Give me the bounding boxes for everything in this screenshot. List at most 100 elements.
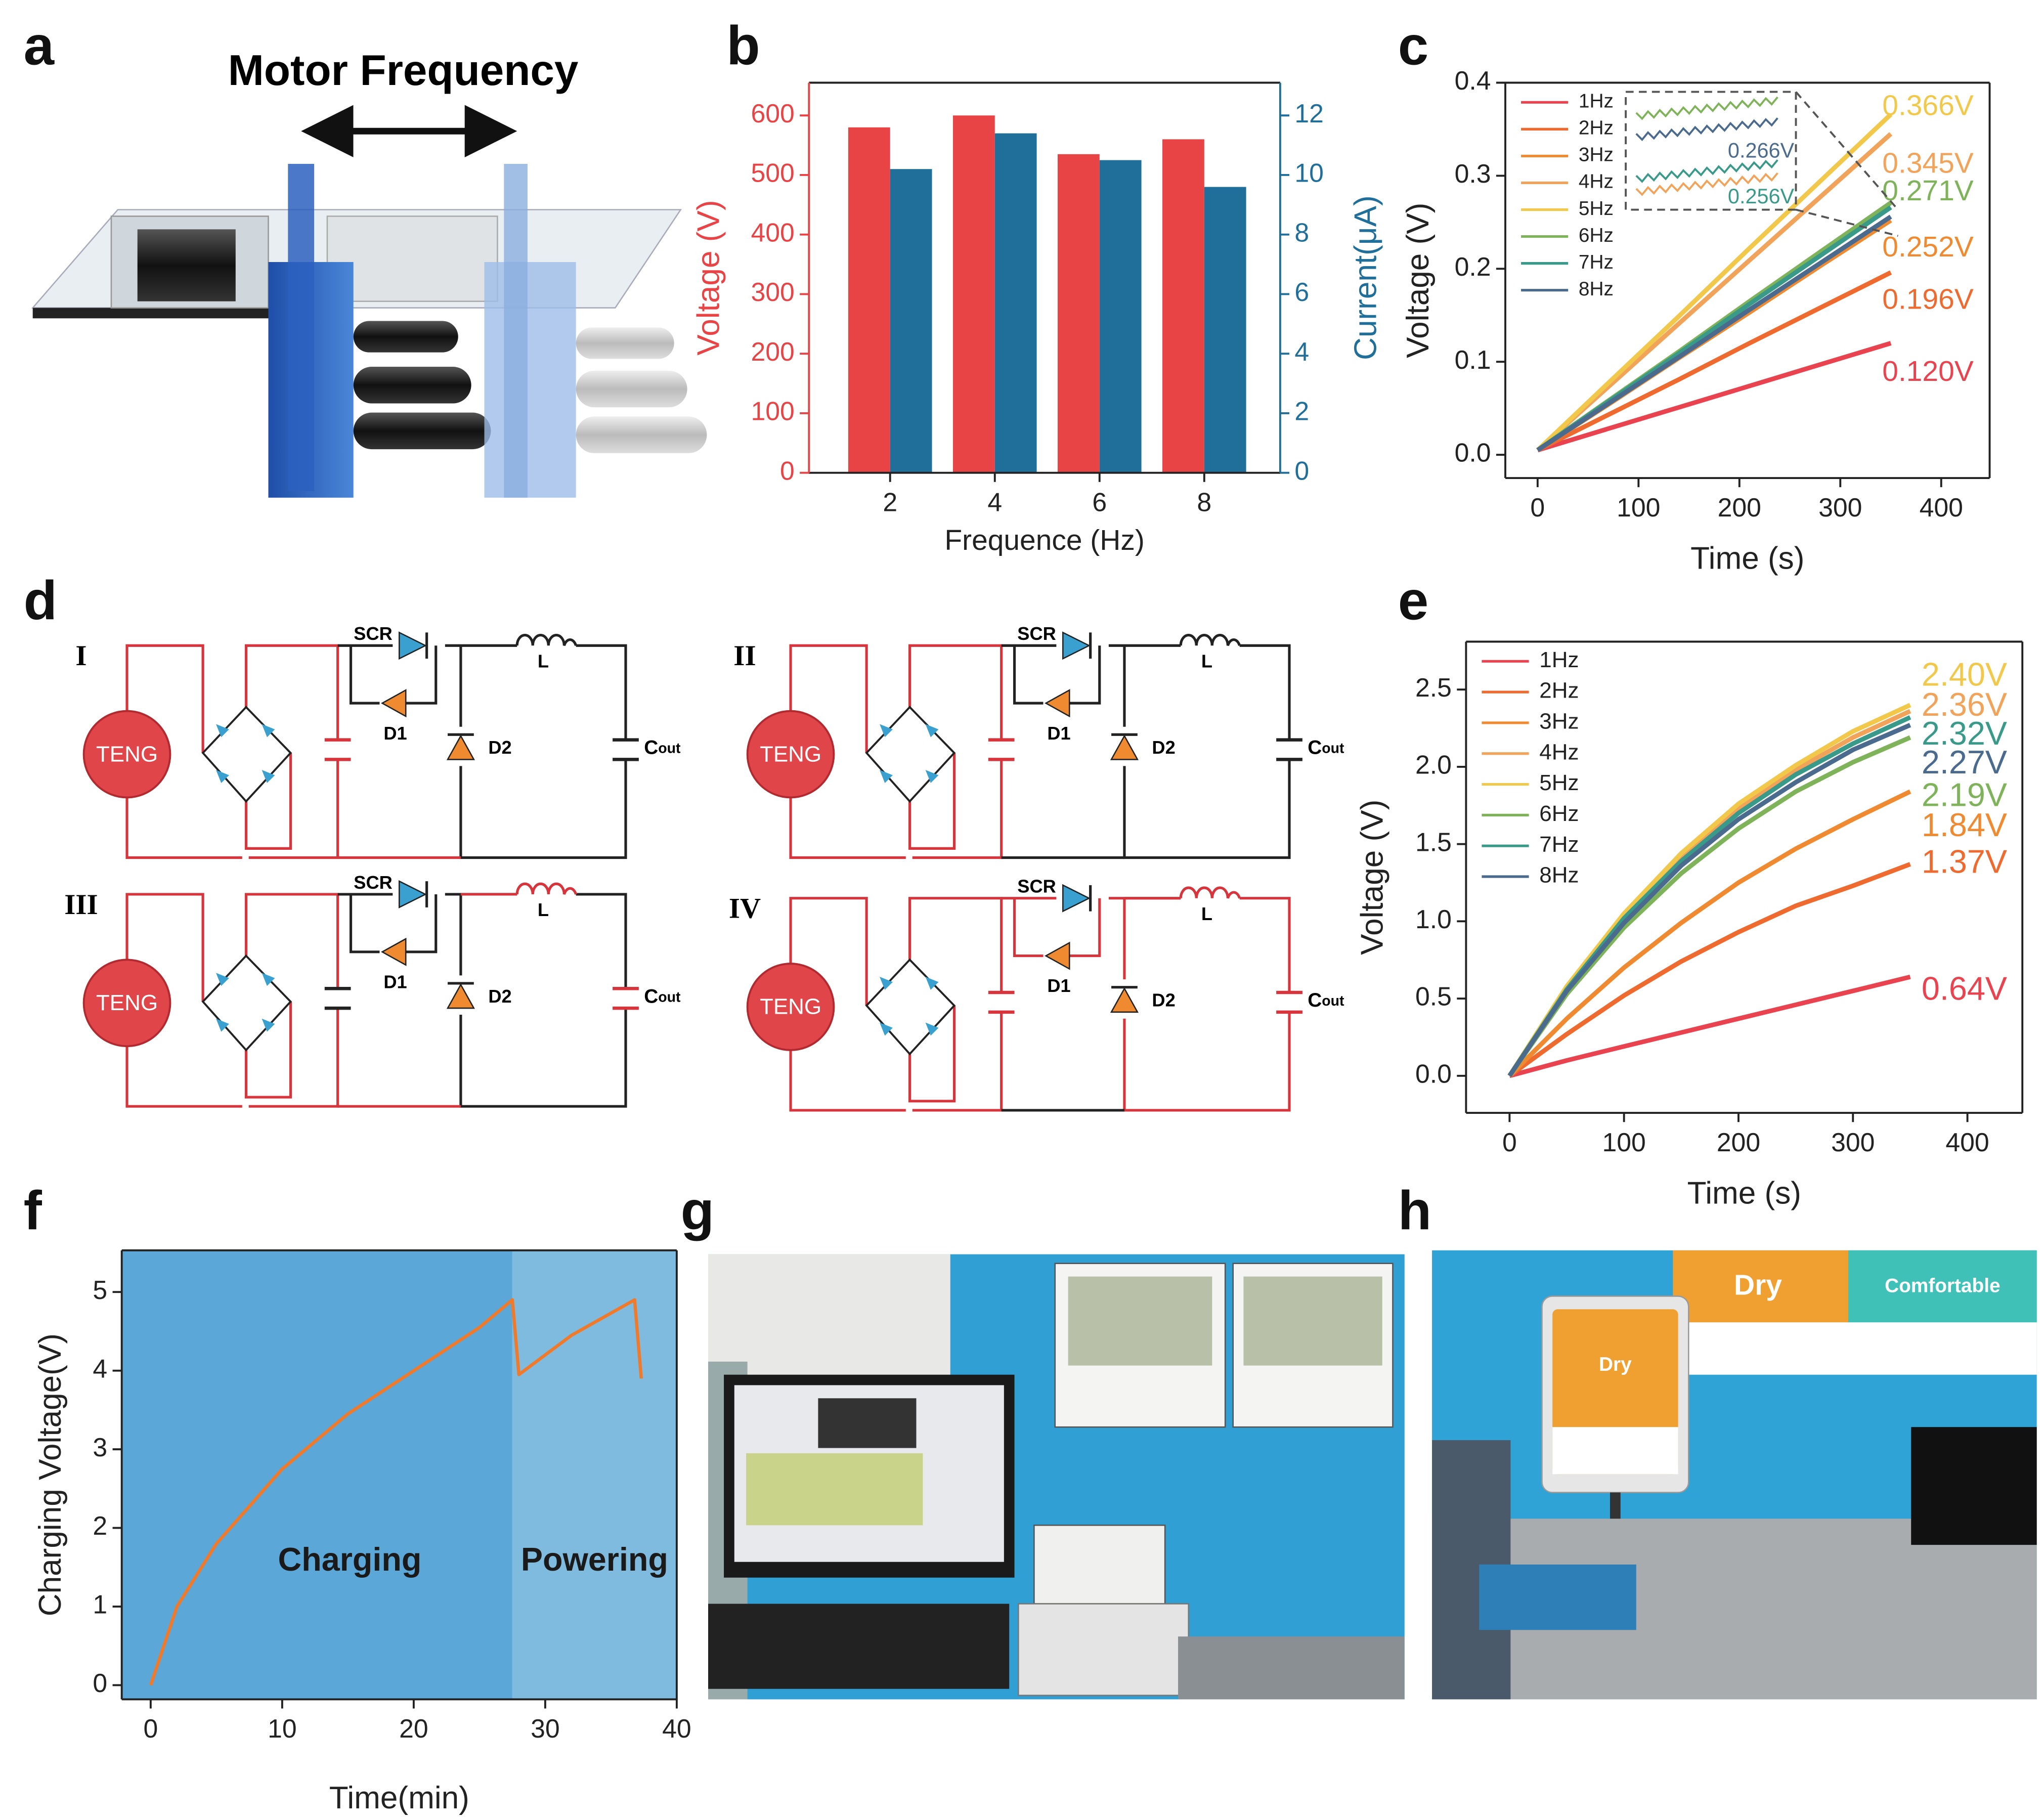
bridge-diode <box>880 770 893 783</box>
y-axis-label: Voltage (V) <box>691 200 726 355</box>
teng-label: TENG <box>760 994 821 1019</box>
cap-letter: C <box>1308 737 1322 759</box>
teng <box>82 710 171 799</box>
panel-letter: g <box>681 1181 714 1242</box>
legend-label: 8Hz <box>1539 863 1579 888</box>
bridge-diode <box>215 973 229 986</box>
y-tick-label: 0.5 <box>1415 982 1452 1011</box>
data-line <box>1536 112 1893 452</box>
y2-tick-label: 6 <box>1294 277 1309 307</box>
legend-label: 6Hz <box>1539 801 1579 826</box>
y-tick-label: 300 <box>751 277 794 307</box>
cap-label: Cout <box>644 986 681 1008</box>
legend-label: 4Hz <box>1539 740 1579 764</box>
x-tick-label: 30 <box>531 1714 560 1743</box>
x-axis-label: Frequence (Hz) <box>944 524 1144 556</box>
panel-letter: c <box>1398 16 1428 77</box>
circuit: II TENG SCR D1 D2 L Cout <box>733 623 1344 859</box>
d2 <box>1110 734 1139 760</box>
d2-label: D2 <box>1152 990 1175 1011</box>
x-tick-label: 8 <box>1197 487 1211 516</box>
bar <box>890 169 932 473</box>
bridge <box>201 954 292 1052</box>
cap-out <box>1276 990 1302 1014</box>
x-tick-label: 100 <box>1602 1128 1645 1157</box>
scr <box>1062 884 1091 913</box>
data-line <box>1536 214 1892 452</box>
legend-label: 1Hz <box>1539 647 1579 672</box>
status-dry: Dry <box>1734 1269 1782 1301</box>
x-tick-label: 4 <box>987 487 1002 516</box>
y2-tick-label: 8 <box>1294 218 1309 247</box>
cap-in <box>324 987 351 1010</box>
y-axis-label: Charging Voltage(V) <box>33 1333 68 1616</box>
y-tick-label: 400 <box>751 218 794 247</box>
wire <box>1001 897 1291 1112</box>
bridge-diode <box>880 1022 893 1036</box>
bar <box>952 115 995 473</box>
inset-connector <box>1795 91 1899 237</box>
inductor <box>515 633 578 646</box>
inductor <box>1179 633 1241 646</box>
teng <box>746 710 835 799</box>
bridge-diode <box>262 973 275 986</box>
wire <box>1001 644 1291 859</box>
cap-in <box>988 990 1015 1014</box>
wire <box>125 644 339 859</box>
inductor <box>1179 886 1241 899</box>
region <box>512 1250 677 1700</box>
x-tick-label: 0 <box>143 1714 158 1743</box>
end-label: 0.120V <box>1882 355 1973 387</box>
scr-label: SCR <box>1017 623 1056 644</box>
y-tick-label: 2.5 <box>1415 673 1452 702</box>
y2-axis-label: Current(μA) <box>1349 195 1383 360</box>
y-tick-label: 0.1 <box>1455 345 1491 374</box>
d1 <box>380 689 407 718</box>
bar <box>1204 187 1246 473</box>
d1-label: D1 <box>383 971 407 992</box>
legend-label: 8Hz <box>1579 278 1614 300</box>
inset-trace <box>1635 172 1778 196</box>
data-line <box>1508 862 1911 1078</box>
end-label: 2.32V <box>1922 715 2007 752</box>
x-tick-label: 0 <box>1530 493 1545 522</box>
d2 <box>446 734 475 760</box>
y-tick-label: 0.4 <box>1455 66 1491 95</box>
d2-label: D2 <box>488 737 511 758</box>
bar <box>1057 154 1100 473</box>
panel-letter: a <box>24 16 55 77</box>
y-tick-label: 0 <box>780 456 795 485</box>
x-tick-label: 400 <box>1945 1128 1989 1157</box>
inductor-label: L <box>1201 651 1212 671</box>
end-label: 2.40V <box>1922 656 2007 692</box>
data-line <box>1508 789 1911 1078</box>
bridge-diode <box>925 724 939 738</box>
y-axis-label: Voltage (V) <box>1355 800 1390 955</box>
photo-h <box>1432 1250 2037 1700</box>
cap-label: Cout <box>1308 989 1344 1011</box>
wire <box>789 897 1003 1112</box>
cap-letter: C <box>644 986 658 1008</box>
x-axis-label: Time(min) <box>329 1781 469 1815</box>
end-label: 0.64V <box>1922 970 2007 1007</box>
circuit-label: IV <box>729 893 761 925</box>
end-label: 0.366V <box>1882 90 1973 122</box>
legend-label: 7Hz <box>1579 251 1614 273</box>
d1 <box>1045 689 1070 718</box>
x-axis-label: Time (s) <box>1687 1176 1801 1211</box>
inductor-label: L <box>1201 903 1212 924</box>
teng-label: TENG <box>96 990 158 1015</box>
end-label: 2.27V <box>1922 744 2007 781</box>
x-axis-label: Time (s) <box>1690 541 1804 576</box>
legend-label: 4Hz <box>1579 171 1614 193</box>
inset-box <box>1625 91 1797 211</box>
status-comfortable: Comfortable <box>1885 1275 2000 1297</box>
x-tick-label: 200 <box>1718 493 1761 522</box>
cap-label: Cout <box>1308 737 1344 759</box>
y-tick-label: 2 <box>93 1511 107 1540</box>
y2-tick-label: 12 <box>1294 99 1324 128</box>
bridge-diode <box>262 770 275 783</box>
scr <box>398 631 427 660</box>
inductor-label: L <box>538 651 549 671</box>
